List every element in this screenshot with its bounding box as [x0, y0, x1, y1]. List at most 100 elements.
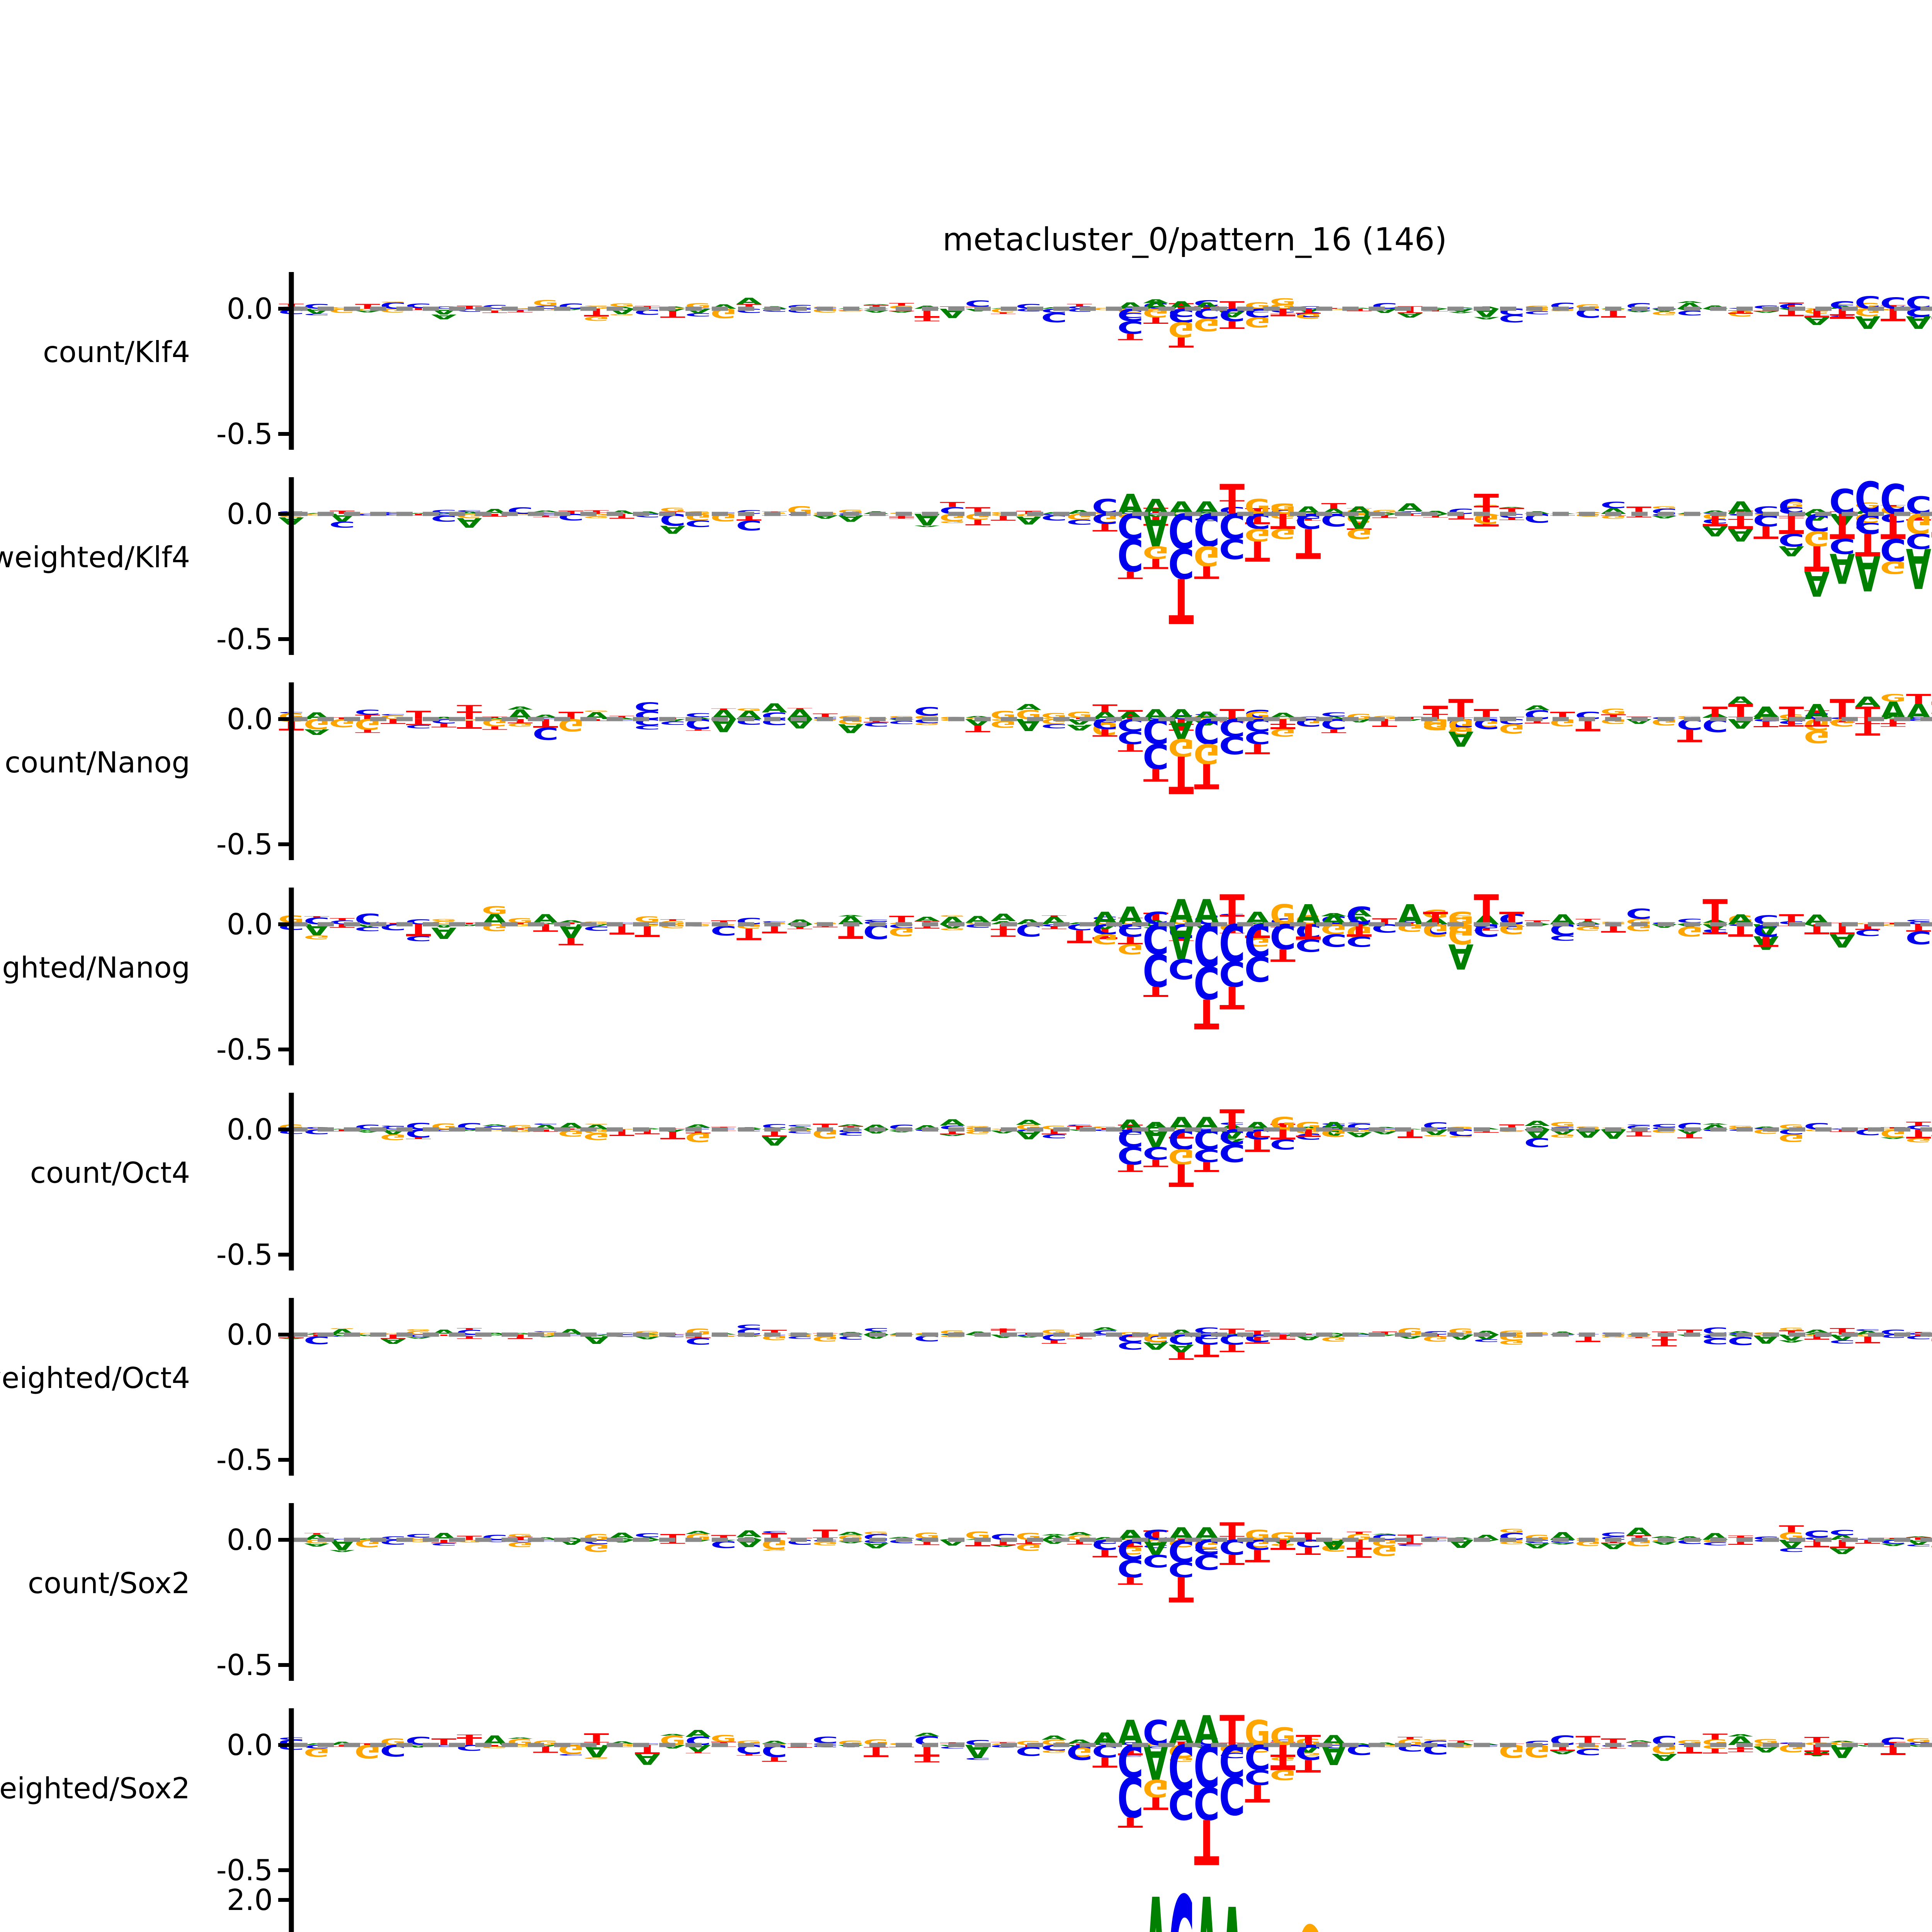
y-tick-label: 2.0 [227, 1883, 273, 1917]
logo-letter-A: A [457, 515, 482, 530]
logo-letter-A: A [482, 718, 508, 719]
logo-letter-A: A [1931, 314, 1932, 338]
logo-letter-T: T [1753, 522, 1779, 543]
logo-letter-G: G [1245, 935, 1271, 949]
logo-letter-T: T [1296, 1756, 1321, 1776]
logo-letter-T: T [1906, 1121, 1932, 1127]
logo-letter-A: A [1601, 1541, 1626, 1551]
logo-letter-C: C [304, 313, 330, 316]
logo-letter-C: C [355, 708, 381, 716]
logo-letter-C: C [1244, 727, 1270, 747]
logo-letter-T: T [1779, 516, 1804, 519]
logo-letter-A: A [634, 1750, 660, 1767]
logo-letter-C: C [1194, 714, 1220, 716]
logo-letter-T: T [1347, 308, 1372, 312]
logo-letter-C: C [532, 723, 559, 743]
logo-letter-T: T [558, 922, 583, 925]
logo-letter-G: G [863, 1531, 889, 1535]
logo-letter-G: G [507, 1533, 533, 1538]
logo-letter-C: C [1905, 529, 1932, 553]
logo-letter-C: C [1321, 514, 1347, 516]
logo-letter-C: C [1931, 731, 1932, 734]
logo-letter-C: C [431, 513, 457, 516]
logo-letter-A: A [1728, 1734, 1753, 1738]
logo-letter-T: T [1931, 507, 1932, 543]
logo-letter-G: G [1168, 733, 1194, 761]
logo-letter-G: G [1092, 931, 1118, 947]
logo-letter-C: C [532, 514, 559, 516]
logo-letter-G: G [1855, 501, 1881, 510]
logo-letter-T: T [685, 729, 711, 731]
logo-letter-T: T [1194, 305, 1219, 310]
logo-letter-A: A [1194, 1861, 1219, 1932]
logo-letter-G: G [532, 299, 559, 308]
logo-letter-G: G [1372, 509, 1398, 514]
logo-letter-A: A [406, 1337, 431, 1339]
logo-letter-T: T [1092, 521, 1117, 533]
logo-letter-A: A [864, 310, 889, 313]
logo-letter-T: T [1118, 742, 1143, 753]
logo-letter-C: C [1219, 731, 1245, 759]
logo-letter-C: C [1702, 1541, 1728, 1546]
logo-letter-A: A [1143, 1861, 1168, 1932]
logo-letter-A: A [1448, 936, 1474, 976]
logo-letter-C: C [685, 712, 711, 718]
logo-letter-C: C [1194, 511, 1220, 513]
logo-letter-C: C [1219, 307, 1245, 308]
logo-letter-C: C [532, 718, 559, 719]
logo-letter-A: A [838, 721, 864, 735]
logo-letter-T: T [1728, 1748, 1753, 1753]
logo-letter-T: T [1245, 1546, 1270, 1566]
logo-letter-G: G [380, 1133, 406, 1141]
logo-letter-C: C [1092, 916, 1118, 921]
logo-letter-A: A [1219, 1872, 1245, 1932]
row-label-count-sox2: count/Sox2 [28, 1566, 190, 1600]
logo-letter-T: T [457, 1328, 482, 1330]
logo-letter-T: T [1092, 926, 1117, 942]
logo-letter-T: T [1245, 741, 1270, 757]
logo-letter-G: G [1422, 908, 1449, 920]
logo-letter-C: C [634, 1532, 660, 1539]
logo-letter-C: C [1143, 513, 1169, 514]
logo-letter-T: T [914, 317, 939, 322]
logo-letter-T: T [1270, 945, 1296, 965]
logo-letter-G: G [1143, 542, 1169, 562]
y-tick-label: -0.5 [216, 417, 273, 451]
logo-letter-T: T [1067, 303, 1092, 307]
logo-letter-A: A [304, 728, 330, 736]
y-tick-label: -0.5 [216, 1032, 273, 1066]
logo-letter-A: A [1779, 543, 1804, 559]
logo-letter-G: G [507, 923, 533, 927]
logo-letter-T: T [457, 704, 482, 714]
logo-letter-T: T [1042, 926, 1067, 930]
logo-letter-G: G [1422, 720, 1449, 732]
logo-letter-A: A [1194, 512, 1219, 514]
y-tick-label: 0.0 [227, 1523, 273, 1557]
logo-letter-A: A [406, 513, 431, 514]
logo-letter-A: A [1041, 1534, 1067, 1536]
logo-letter-A: A [1830, 1546, 1855, 1555]
logo-letter-A: A [736, 296, 762, 306]
logo-letter-G: G [1905, 1737, 1932, 1743]
logo-letter-G: G [888, 925, 915, 939]
row-label-weighted-nanog: weighted/Nanog [0, 951, 190, 985]
logo-letter-G: G [329, 307, 355, 309]
logo-letter-A: A [1651, 515, 1677, 519]
logo-letter-A: A [1524, 704, 1550, 712]
logo-letter-A: A [838, 915, 864, 917]
logo-letter-T: T [736, 1753, 762, 1756]
logo-letter-G: G [1499, 721, 1525, 736]
y-tick-label: -0.5 [216, 827, 273, 861]
logo-letter-A: A [1753, 311, 1779, 313]
logo-letter-C: C [1346, 934, 1372, 950]
logo-letter-A: A [304, 1543, 330, 1547]
y-axis: 0.0 -0.5 [216, 477, 294, 656]
logo-letter-A: A [1219, 513, 1245, 517]
y-axis: 0.0 -0.5 [216, 682, 294, 861]
logo-letter-A: A [431, 924, 457, 942]
y-tick-label: -0.5 [216, 1853, 273, 1887]
logo-letter-G: G [609, 314, 635, 316]
logo-letter-A: A [1855, 312, 1881, 332]
logo-letter-A: A [1016, 1119, 1041, 1126]
